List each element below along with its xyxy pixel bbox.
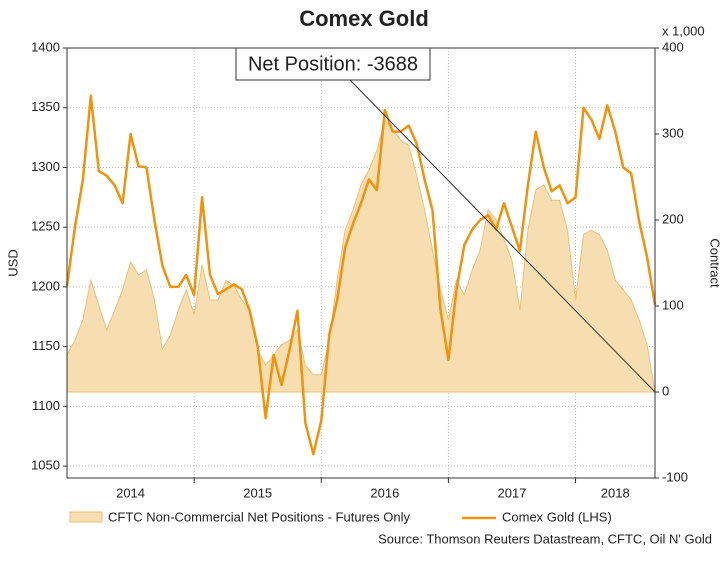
y2-unit: x 1,000	[662, 23, 705, 38]
y-tick-label: 1200	[31, 278, 60, 293]
y-tick-label: 1050	[31, 457, 60, 472]
x-tick-label: 2018	[601, 485, 630, 500]
x-tick-label: 2014	[116, 485, 145, 500]
y2-tick-label: -100	[662, 469, 688, 484]
y-tick-label: 1300	[31, 159, 60, 174]
y-tick-label: 1250	[31, 219, 60, 234]
line	[65, 94, 657, 456]
y2-tick-label: 300	[662, 125, 684, 140]
annotation-box	[235, 47, 431, 81]
annotation: Net Position: -3688	[248, 53, 418, 75]
y2-tick-label: 100	[662, 297, 684, 312]
y-tick-label: 1100	[32, 398, 60, 413]
y2-axis-label: Contract	[708, 238, 723, 288]
legend-swatch	[69, 511, 103, 523]
legend-label: CFTC Non-Commercial Net Positions - Futu…	[108, 509, 410, 524]
x-tick-label: 2017	[498, 485, 527, 500]
source: Source: Thomson Reuters Datastream, CFTC…	[378, 531, 712, 546]
x-tick-label: 2016	[370, 485, 399, 500]
y2-tick-label: 0	[662, 383, 669, 398]
y-tick-label: 1150	[32, 338, 60, 353]
y-tick-label: 1350	[31, 99, 60, 114]
y-axis-label: USD	[5, 249, 20, 276]
y2-tick-label: 400	[662, 39, 684, 54]
annotation-leader	[349, 79, 656, 393]
x-tick-label: 2015	[243, 485, 272, 500]
legend-label: Comex Gold (LHS)	[502, 509, 612, 524]
y2-tick-label: 200	[662, 211, 684, 226]
area	[66, 119, 656, 393]
y-tick-label: 1400	[31, 39, 60, 54]
chart-title: Comex Gold	[299, 6, 429, 31]
